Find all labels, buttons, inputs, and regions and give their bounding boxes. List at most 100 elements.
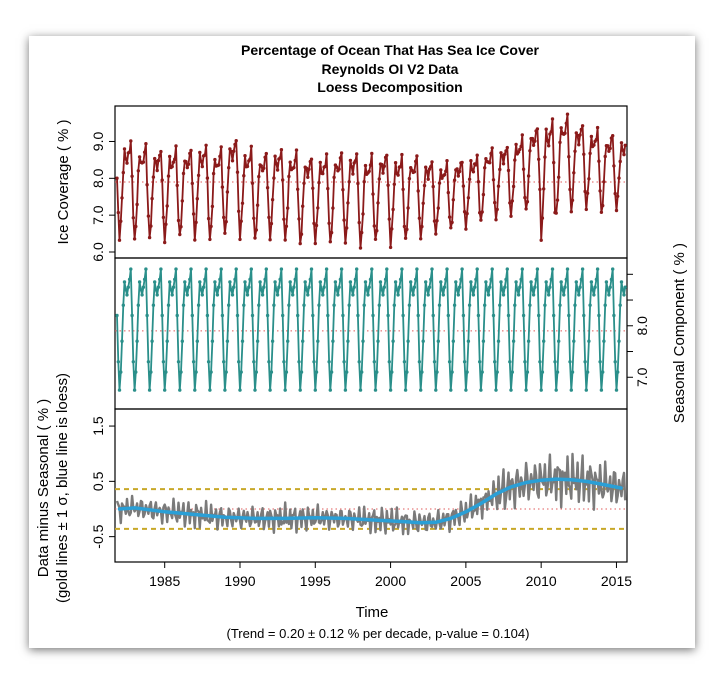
data-point-data xyxy=(223,231,227,235)
data-point-seasonal xyxy=(607,293,611,297)
data-point-seasonal xyxy=(175,313,179,318)
data-point-data xyxy=(173,157,177,161)
data-point-data xyxy=(425,169,429,174)
data-point-seasonal xyxy=(181,303,186,307)
data-point-data xyxy=(611,134,615,138)
data-point-data xyxy=(284,224,289,228)
data-point-seasonal xyxy=(338,277,343,282)
data-point-seasonal xyxy=(303,280,307,284)
data-point-seasonal xyxy=(375,370,379,374)
data-point-seasonal xyxy=(217,285,221,289)
data-point-data xyxy=(350,165,354,169)
data-point-seasonal xyxy=(353,277,358,282)
data-point-seasonal xyxy=(498,303,502,307)
data-point-data xyxy=(585,191,590,195)
data-point-seasonal xyxy=(430,267,434,271)
chart-title-line-2: Reynolds OI V2 Data xyxy=(322,61,459,77)
data-point-data xyxy=(370,151,374,156)
data-point-seasonal xyxy=(373,388,378,392)
data-point-seasonal xyxy=(611,267,615,271)
data-point-data xyxy=(199,159,203,163)
data-point-data xyxy=(496,184,501,188)
data-point-seasonal xyxy=(504,277,508,282)
data-point-seasonal xyxy=(562,293,566,297)
data-point-seasonal xyxy=(264,267,268,271)
data-point-data xyxy=(479,218,483,222)
data-point-data xyxy=(450,220,454,225)
data-point-seasonal xyxy=(274,288,279,292)
data-point-data xyxy=(229,149,233,154)
data-point-data xyxy=(559,126,563,130)
data-point-data xyxy=(511,184,516,189)
data-point-data xyxy=(505,145,509,150)
data-point-data xyxy=(317,180,321,185)
data-point-seasonal xyxy=(579,277,583,282)
data-point-data xyxy=(121,170,126,175)
data-point-data xyxy=(250,181,255,185)
data-point-seasonal xyxy=(240,339,245,343)
data-point-data xyxy=(151,175,156,179)
data-point-data xyxy=(168,154,172,159)
data-point-seasonal xyxy=(425,288,429,292)
data-point-data xyxy=(326,186,330,191)
data-point-data xyxy=(362,180,366,184)
data-point-seasonal xyxy=(328,388,332,392)
data-point-data xyxy=(131,216,135,220)
data-point-data xyxy=(568,187,572,192)
data-point-seasonal xyxy=(569,388,573,392)
data-point-seasonal xyxy=(523,360,527,364)
data-point-data xyxy=(402,224,407,229)
data-point-data xyxy=(577,143,581,147)
data-point-data xyxy=(232,149,236,153)
data-point-data xyxy=(267,215,271,220)
data-point-seasonal xyxy=(538,360,542,364)
data-point-seasonal xyxy=(533,285,537,289)
data-point-seasonal xyxy=(393,280,398,284)
data-point-seasonal xyxy=(149,370,153,374)
data-point-seasonal xyxy=(503,285,507,289)
data-point-data xyxy=(564,121,568,126)
data-point-seasonal xyxy=(326,313,330,318)
data-point-seasonal xyxy=(377,303,381,307)
data-point-seasonal xyxy=(431,313,435,318)
data-point-data xyxy=(311,186,315,190)
data-point-data xyxy=(346,201,350,205)
data-point-seasonal xyxy=(288,280,292,284)
data-point-data xyxy=(519,144,523,149)
data-point-seasonal xyxy=(597,313,601,318)
data-point-data xyxy=(255,203,260,207)
data-point-data xyxy=(356,181,360,186)
data-point-data xyxy=(424,165,428,169)
data-point-seasonal xyxy=(139,288,143,292)
data-point-data xyxy=(367,169,371,173)
data-point-data xyxy=(125,161,129,165)
data-point-seasonal xyxy=(565,267,570,271)
data-point-seasonal xyxy=(176,360,181,364)
data-point-seasonal xyxy=(268,388,272,392)
data-point-seasonal xyxy=(158,277,162,282)
data-point-seasonal xyxy=(511,339,516,343)
data-point-seasonal xyxy=(385,267,389,271)
data-point-data xyxy=(567,155,571,159)
data-point-seasonal xyxy=(467,303,472,307)
data-point-seasonal xyxy=(360,370,364,374)
data-point-seasonal xyxy=(132,388,137,392)
data-point-seasonal xyxy=(396,293,400,297)
x-axis-label: Time xyxy=(356,604,389,621)
data-point-seasonal xyxy=(587,339,591,343)
data-point-seasonal xyxy=(302,303,306,307)
data-point-seasonal xyxy=(456,293,460,297)
data-point-seasonal xyxy=(557,339,561,343)
x-tick-label: 2000 xyxy=(375,573,406,589)
data-point-data xyxy=(120,196,124,200)
data-point-data xyxy=(599,210,604,214)
data-point-data xyxy=(254,228,258,232)
data-point-data xyxy=(375,229,379,233)
data-point-data xyxy=(279,148,284,152)
data-point-data xyxy=(174,144,178,148)
data-point-data xyxy=(257,174,261,179)
data-point-seasonal xyxy=(535,267,540,271)
data-point-data xyxy=(205,176,210,180)
data-point-seasonal xyxy=(570,370,575,374)
data-point-data xyxy=(528,149,532,153)
